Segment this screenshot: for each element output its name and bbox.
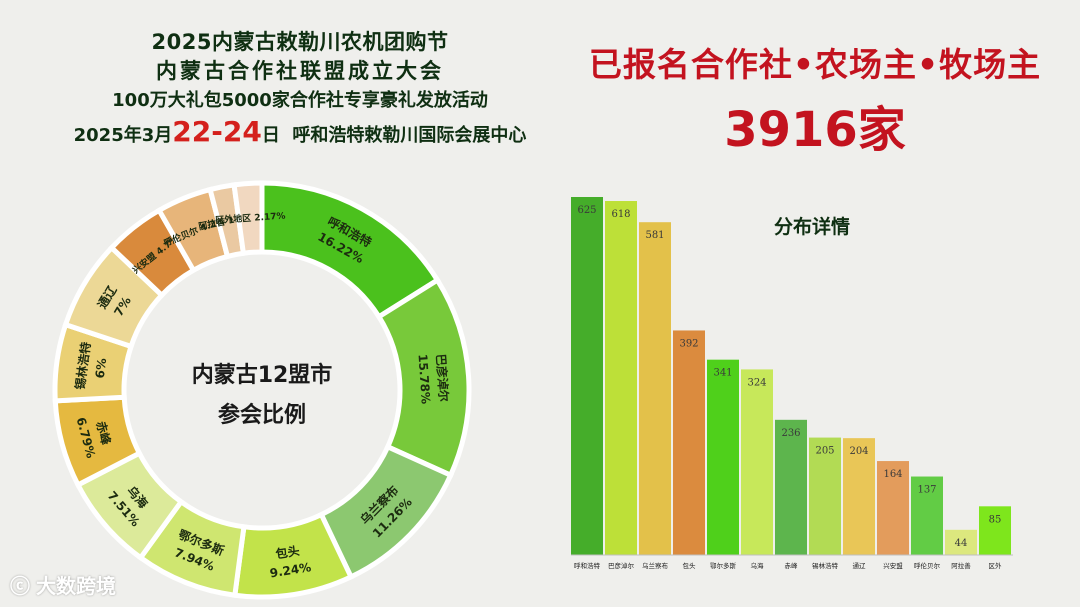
donut-slice-name: 锡林浩特 bbox=[72, 341, 93, 391]
bar-category-label: 兴安盟 bbox=[883, 561, 903, 570]
event-title-line3: 100万大礼包5000家合作社专享豪礼发放活动 bbox=[112, 90, 488, 111]
donut-slice-name: 巴彦淖尔 bbox=[433, 353, 451, 402]
bar-value-label: 164 bbox=[883, 469, 902, 480]
bar-value-label: 205 bbox=[815, 446, 834, 457]
event-date-suffix: 日 bbox=[261, 125, 280, 146]
bar-8 bbox=[843, 438, 875, 555]
bar-12 bbox=[979, 506, 1011, 555]
bar-9 bbox=[877, 461, 909, 555]
event-venue: 呼和浩特敕勒川国际会展中心 bbox=[292, 125, 527, 146]
bar-category-label: 区外 bbox=[989, 561, 1003, 570]
registered-label: 已报名合作社•农场主•牧场主 bbox=[588, 45, 1042, 84]
bar-0 bbox=[571, 197, 603, 555]
bar-value-label: 341 bbox=[713, 368, 732, 379]
donut-slice-percent: 15.78% bbox=[415, 354, 432, 405]
bar-value-label: 392 bbox=[679, 338, 698, 349]
bar-value-label: 204 bbox=[849, 446, 868, 457]
bar-value-label: 581 bbox=[645, 230, 664, 241]
donut-slice-name: 包头 bbox=[274, 543, 301, 562]
donut-label-3: 包头9.24% bbox=[269, 543, 312, 581]
bar-category-label: 呼和浩特 bbox=[574, 561, 601, 570]
donut-slice-percent: 6% bbox=[93, 357, 110, 379]
donut-center-subtitle: 参会比例 bbox=[218, 402, 306, 428]
event-title-line1: 2025内蒙古敕勒川农机团购节 bbox=[151, 30, 449, 54]
bar-value-label: 85 bbox=[989, 514, 1002, 525]
watermark-text: 大数跨境 bbox=[36, 574, 116, 598]
bar-value-label: 324 bbox=[747, 377, 766, 388]
donut-slice-percent: 9.24% bbox=[269, 560, 312, 580]
bar-value-label: 137 bbox=[917, 485, 936, 496]
bar-category-label: 乌海 bbox=[751, 561, 765, 570]
bar-category-label: 巴彦淖尔 bbox=[608, 561, 635, 570]
bar-category-label: 阿拉善 bbox=[951, 561, 971, 570]
participation-donut-chart: 呼和浩特16.22%巴彦淖尔15.78%乌兰察布11.26%包头9.24%鄂尔多… bbox=[52, 180, 472, 600]
donut-slice-12 bbox=[231, 180, 265, 257]
event-date-venue: 2025年3月22-24日 呼和浩特敕勒川国际会展中心 bbox=[20, 115, 580, 153]
bar-category-label: 通辽 bbox=[853, 561, 867, 570]
bar-1 bbox=[605, 201, 637, 556]
bar-2 bbox=[639, 222, 671, 556]
bar-chart-title: 分布详情 bbox=[774, 215, 850, 238]
bar-category-label: 包头 bbox=[683, 561, 697, 570]
donut-slice-name: 赤峰 bbox=[93, 419, 114, 447]
event-title-line2: 内蒙古合作社联盟成立大会 bbox=[156, 59, 444, 83]
bar-category-label: 呼伦贝尔 bbox=[914, 561, 941, 570]
bar-3 bbox=[673, 330, 705, 555]
bar-value-label: 625 bbox=[577, 205, 596, 216]
event-date-days: 22-24 bbox=[172, 115, 262, 148]
event-date-prefix: 2025年3月 bbox=[73, 125, 173, 146]
bar-category-label: 赤峰 bbox=[785, 561, 799, 570]
donut-center-title: 内蒙古12盟市 bbox=[192, 362, 333, 388]
bar-4 bbox=[707, 359, 739, 555]
bar-10 bbox=[911, 476, 943, 555]
bar-category-label: 乌兰察布 bbox=[642, 561, 669, 570]
bar-11 bbox=[945, 529, 977, 555]
watermark-logo-icon: ⓒ bbox=[10, 574, 30, 598]
watermark: ⓒ 大数跨境 bbox=[10, 570, 116, 599]
bar-category-label: 鄂尔多斯 bbox=[710, 561, 737, 570]
registered-count: 3916家 bbox=[724, 102, 906, 158]
bar-6 bbox=[775, 419, 807, 555]
bar-category-label: 锡林浩特 bbox=[812, 561, 839, 570]
bar-value-label: 44 bbox=[955, 538, 968, 549]
bar-value-label: 236 bbox=[781, 428, 800, 439]
bar-value-label: 618 bbox=[611, 209, 630, 220]
bar-5 bbox=[741, 369, 773, 555]
donut-label-7: 锡林浩特 6% bbox=[72, 341, 110, 391]
event-header: 2025内蒙古敕勒川农机团购节 内蒙古合作社联盟成立大会 100万大礼包5000… bbox=[20, 28, 580, 153]
bar-7 bbox=[809, 437, 841, 555]
